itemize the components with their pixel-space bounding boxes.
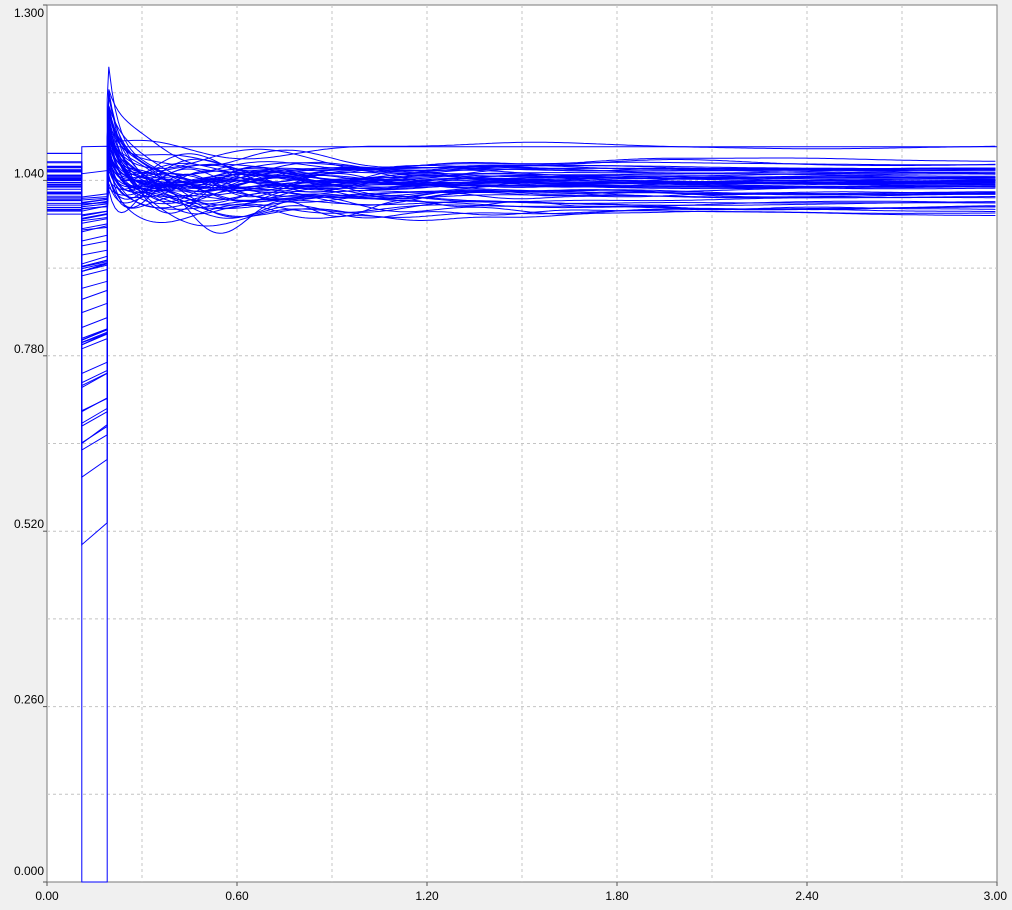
series-line bbox=[47, 97, 996, 444]
y-axis: 0.000 0.260 0.520 0.780 1.040 1.300 bbox=[14, 4, 47, 883]
series-line bbox=[47, 125, 996, 227]
series-line bbox=[47, 106, 996, 265]
series-line bbox=[47, 134, 996, 216]
x-tick-label: 1.20 bbox=[415, 889, 439, 903]
series-line bbox=[47, 178, 996, 412]
x-tick-label: 0.00 bbox=[35, 889, 59, 903]
series-line bbox=[47, 183, 996, 219]
series-line bbox=[47, 173, 996, 375]
series-group bbox=[47, 66, 997, 883]
series-line bbox=[47, 154, 996, 344]
x-axis: 0.00 0.60 1.20 1.80 2.40 3.00 bbox=[35, 882, 1007, 903]
y-tick-label: 0.780 bbox=[14, 342, 44, 356]
series-line bbox=[47, 119, 996, 233]
series-line bbox=[47, 138, 996, 210]
y-tick-label: 0.520 bbox=[14, 517, 44, 531]
y-tick-label: 1.300 bbox=[14, 6, 44, 20]
series-line bbox=[47, 139, 996, 208]
series-line bbox=[47, 112, 996, 389]
series-line bbox=[47, 176, 996, 223]
series-line bbox=[47, 146, 997, 883]
series-line bbox=[47, 143, 996, 198]
y-tick-label: 0.000 bbox=[14, 864, 44, 878]
x-tick-label: 2.40 bbox=[795, 889, 819, 903]
series-line bbox=[47, 184, 996, 231]
y-tick-label: 1.040 bbox=[14, 166, 44, 180]
y-tick-label: 0.260 bbox=[14, 693, 44, 707]
x-tick-label: 0.60 bbox=[225, 889, 249, 903]
series-line bbox=[47, 66, 996, 445]
series-line bbox=[47, 153, 996, 341]
series-line bbox=[47, 139, 996, 174]
series-line bbox=[47, 134, 996, 206]
series-line bbox=[47, 115, 996, 230]
x-tick-label: 3.00 bbox=[984, 889, 1008, 903]
x-tick-label: 1.80 bbox=[605, 889, 629, 903]
